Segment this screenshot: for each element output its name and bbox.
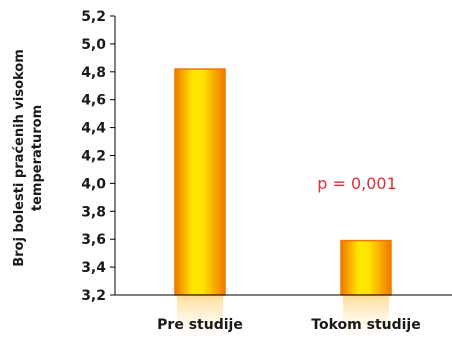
y-tick-label: 3,2 [81, 288, 106, 304]
bar-reflection [343, 296, 389, 336]
x-labels: Pre studije Tokom studije [157, 317, 421, 333]
bar [174, 68, 226, 296]
y-tick-label: 4,0 [81, 176, 106, 192]
bar-reflection [177, 296, 223, 336]
p-value-annotation: p = 0,001 [317, 174, 397, 193]
x-category-label: Tokom studije [311, 317, 420, 333]
y-tick-label: 3,6 [81, 232, 106, 248]
y-tick-label: 3,8 [81, 204, 106, 220]
y-axis-title-line-1: Broj bolesti praćenih visokom [12, 49, 27, 267]
y-tick-label: 4,4 [81, 121, 106, 137]
y-axis-title-line-2: temperaturom [30, 105, 45, 211]
y-tick-label: 4,2 [81, 149, 106, 165]
y-tick-label: 4,8 [81, 65, 106, 81]
axes [114, 16, 452, 296]
y-axis-title: Broj bolesti praćenih visokom temperatur… [12, 49, 45, 267]
bar [340, 239, 392, 296]
x-category-label: Pre studije [157, 317, 243, 333]
bar-reflections [177, 296, 389, 336]
y-tick-label: 5,0 [81, 37, 106, 53]
y-tick-label: 4,6 [81, 93, 106, 109]
y-ticks: 3,2 3,4 3,6 3,8 4,0 4,2 4,4 4,6 4,8 5,0 5,2 [81, 9, 115, 304]
y-tick-label: 5,2 [81, 9, 106, 25]
y-tick-label: 3,4 [81, 260, 106, 276]
